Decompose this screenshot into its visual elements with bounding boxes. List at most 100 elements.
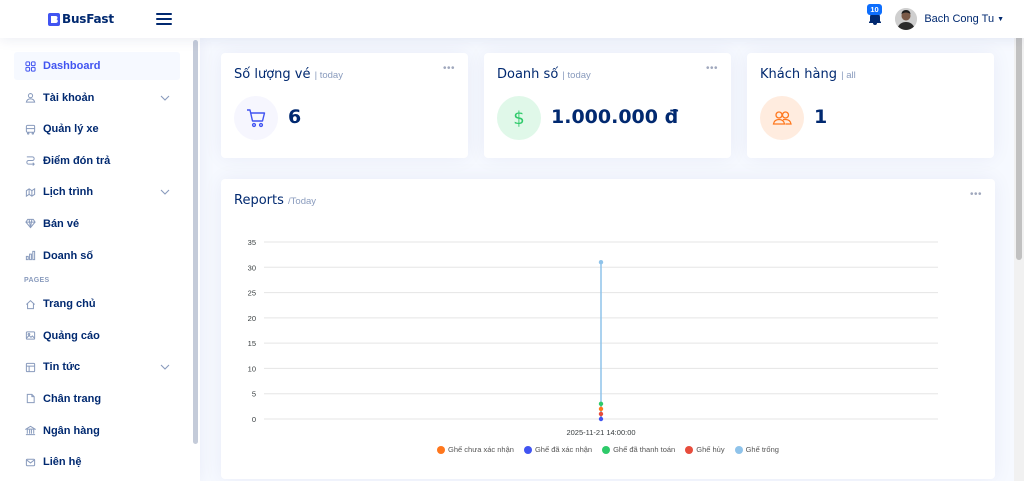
sidebar-item-trang-chu[interactable]: Trang chủ <box>14 290 180 318</box>
y-tick-label: 20 <box>248 314 256 323</box>
sidebar-item-label: Tin tức <box>43 361 81 374</box>
data-point <box>598 416 604 422</box>
card-subtitle: | today <box>314 70 343 81</box>
legend-label: Ghế hủy <box>696 445 725 454</box>
legend-marker <box>437 445 446 454</box>
card-subtitle: /Today <box>288 196 317 207</box>
calendar-icon <box>24 186 36 198</box>
notification-bell-icon[interactable]: 10 <box>867 4 883 28</box>
gem-icon <box>24 218 36 230</box>
card-revenue: Doanh số | today ••• $ 1.000.000 đ <box>484 53 731 158</box>
sidebar-item-quang-cao[interactable]: Quảng cáo <box>14 322 180 350</box>
page-scrollbar[interactable] <box>1014 0 1024 481</box>
person-icon <box>24 92 36 104</box>
sidebar-nav: Dashboard Tài khoản Quản lý xe Điểm đón … <box>0 38 200 476</box>
sidebar-item-label: Tài khoản <box>43 91 95 104</box>
y-tick-label: 10 <box>248 364 256 373</box>
legend-item[interactable]: Ghế đã thanh toán <box>602 445 675 454</box>
sidebar-scrollbar[interactable] <box>193 40 198 444</box>
page-scrollbar-thumb[interactable] <box>1016 10 1022 260</box>
people-icon <box>760 96 804 140</box>
grid-icon <box>24 60 36 72</box>
cart-icon <box>234 96 278 140</box>
data-point <box>598 260 604 265</box>
brand-logo[interactable]: BusFast <box>48 12 156 26</box>
sidebar-item-label: Quảng cáo <box>43 329 100 342</box>
chart-legend: Ghế chưa xác nhận Ghế đã xác nhận Ghế đã t… <box>221 445 995 454</box>
more-options-icon[interactable]: ••• <box>705 63 718 74</box>
sidebar-item-label: Dashboard <box>43 60 101 72</box>
card-title: Khách hàng | all <box>760 67 856 82</box>
top-header: BusFast 10 Bach Cong Tu ▼ <box>0 0 1024 38</box>
legend-label: Ghế đã thanh toán <box>613 445 676 454</box>
image-icon <box>24 330 36 342</box>
card-title: Số lượng vé | today <box>234 67 343 82</box>
file-icon <box>24 393 36 405</box>
x-tick-label: 2025-11-21 14:00:00 <box>566 428 635 437</box>
sidebar-item-lich-trinh[interactable]: Lịch trình <box>14 178 180 206</box>
menu-toggle-icon[interactable] <box>156 13 172 25</box>
chevron-down-icon <box>160 364 170 371</box>
sidebar-item-label: Trang chủ <box>43 298 96 311</box>
data-point <box>598 411 604 417</box>
y-tick-label: 35 <box>248 238 256 247</box>
user-avatar[interactable] <box>895 8 918 30</box>
logo-mark-icon <box>48 12 60 26</box>
sidebar-item-label: Lịch trình <box>43 186 94 199</box>
svg-text:$: $ <box>513 108 524 129</box>
more-options-icon[interactable]: ••• <box>969 189 982 200</box>
legend-item[interactable]: Ghế đã xác nhận <box>523 445 593 454</box>
sidebar-heading-pages: PAGES <box>24 277 50 285</box>
sidebar-item-chan-trang[interactable]: Chân trang <box>14 385 180 413</box>
bank-icon <box>24 425 36 437</box>
sidebar-item-dashboard[interactable]: Dashboard <box>14 52 180 80</box>
legend-label: Ghế đã xác nhận <box>534 445 593 454</box>
card-tickets: Số lượng vé | today ••• 6 <box>221 53 468 158</box>
legend-item[interactable]: Ghế hủy <box>685 445 725 454</box>
caret-down-icon[interactable]: ▼ <box>997 15 1004 23</box>
y-tick-label: 25 <box>248 289 256 298</box>
house-icon <box>24 298 36 310</box>
brand-name: BusFast <box>62 12 114 26</box>
card-subtitle: | all <box>841 70 856 81</box>
sidebar-item-ban-ve[interactable]: Bán vé <box>14 210 180 238</box>
stat-value-revenue: 1.000.000 đ <box>551 106 679 128</box>
chevron-down-icon <box>160 189 170 196</box>
data-point <box>598 401 604 407</box>
y-tick-label: 15 <box>248 339 256 348</box>
sidebar-item-ngan-hang[interactable]: Ngân hàng <box>14 417 180 445</box>
y-tick-label: 5 <box>252 390 256 399</box>
sidebar-item-label: Ngân hàng <box>43 424 100 437</box>
sidebar-item-tai-khoan[interactable]: Tài khoản <box>14 84 180 112</box>
reports-chart: 0 5 10 15 20 25 30 35 2025-11-21 14:00:00 <box>248 238 938 437</box>
user-name-dropdown[interactable]: Bach Cong Tu <box>924 13 995 25</box>
currency-dollar-icon: $ <box>497 96 541 140</box>
sidebar-item-quan-ly-xe[interactable]: Quản lý xe <box>14 115 180 143</box>
sidebar-item-doanh-so[interactable]: Doanh số <box>14 242 180 270</box>
sidebar-item-label: Quản lý xe <box>43 123 99 136</box>
sidebar-item-tin-tuc[interactable]: Tin tức <box>14 353 180 381</box>
legend-marker <box>523 445 532 454</box>
more-options-icon[interactable]: ••• <box>442 63 455 74</box>
chevron-down-icon <box>160 95 170 101</box>
route-icon <box>24 155 36 167</box>
data-point <box>598 406 604 412</box>
card-title: Doanh số | today <box>497 67 591 82</box>
envelope-icon <box>24 456 36 468</box>
sidebar-item-label: Chân trang <box>43 392 102 405</box>
sidebar-item-label: Liên hệ <box>43 456 82 469</box>
notification-badge: 10 <box>867 4 882 15</box>
main-content: Số lượng vé | today ••• 6 Doanh số | tod… <box>200 38 1014 481</box>
sidebar-item-lien-he[interactable]: Liên hệ <box>14 448 180 476</box>
legend-item[interactable]: Ghế trống <box>734 445 779 454</box>
legend-item[interactable]: Ghế chưa xác nhận <box>437 445 514 454</box>
y-tick-label: 0 <box>252 415 256 424</box>
sidebar-item-diem-don-tra[interactable]: Điểm đón trả <box>14 147 180 175</box>
sidebar-item-label: Bán vé <box>43 217 80 230</box>
legend-marker <box>685 445 694 454</box>
stat-value-customers: 1 <box>814 106 828 128</box>
stat-value-tickets: 6 <box>288 106 302 128</box>
sidebar-item-label: Doanh số <box>43 249 94 262</box>
card-subtitle: | today <box>562 70 591 81</box>
y-tick-label: 30 <box>248 263 256 272</box>
